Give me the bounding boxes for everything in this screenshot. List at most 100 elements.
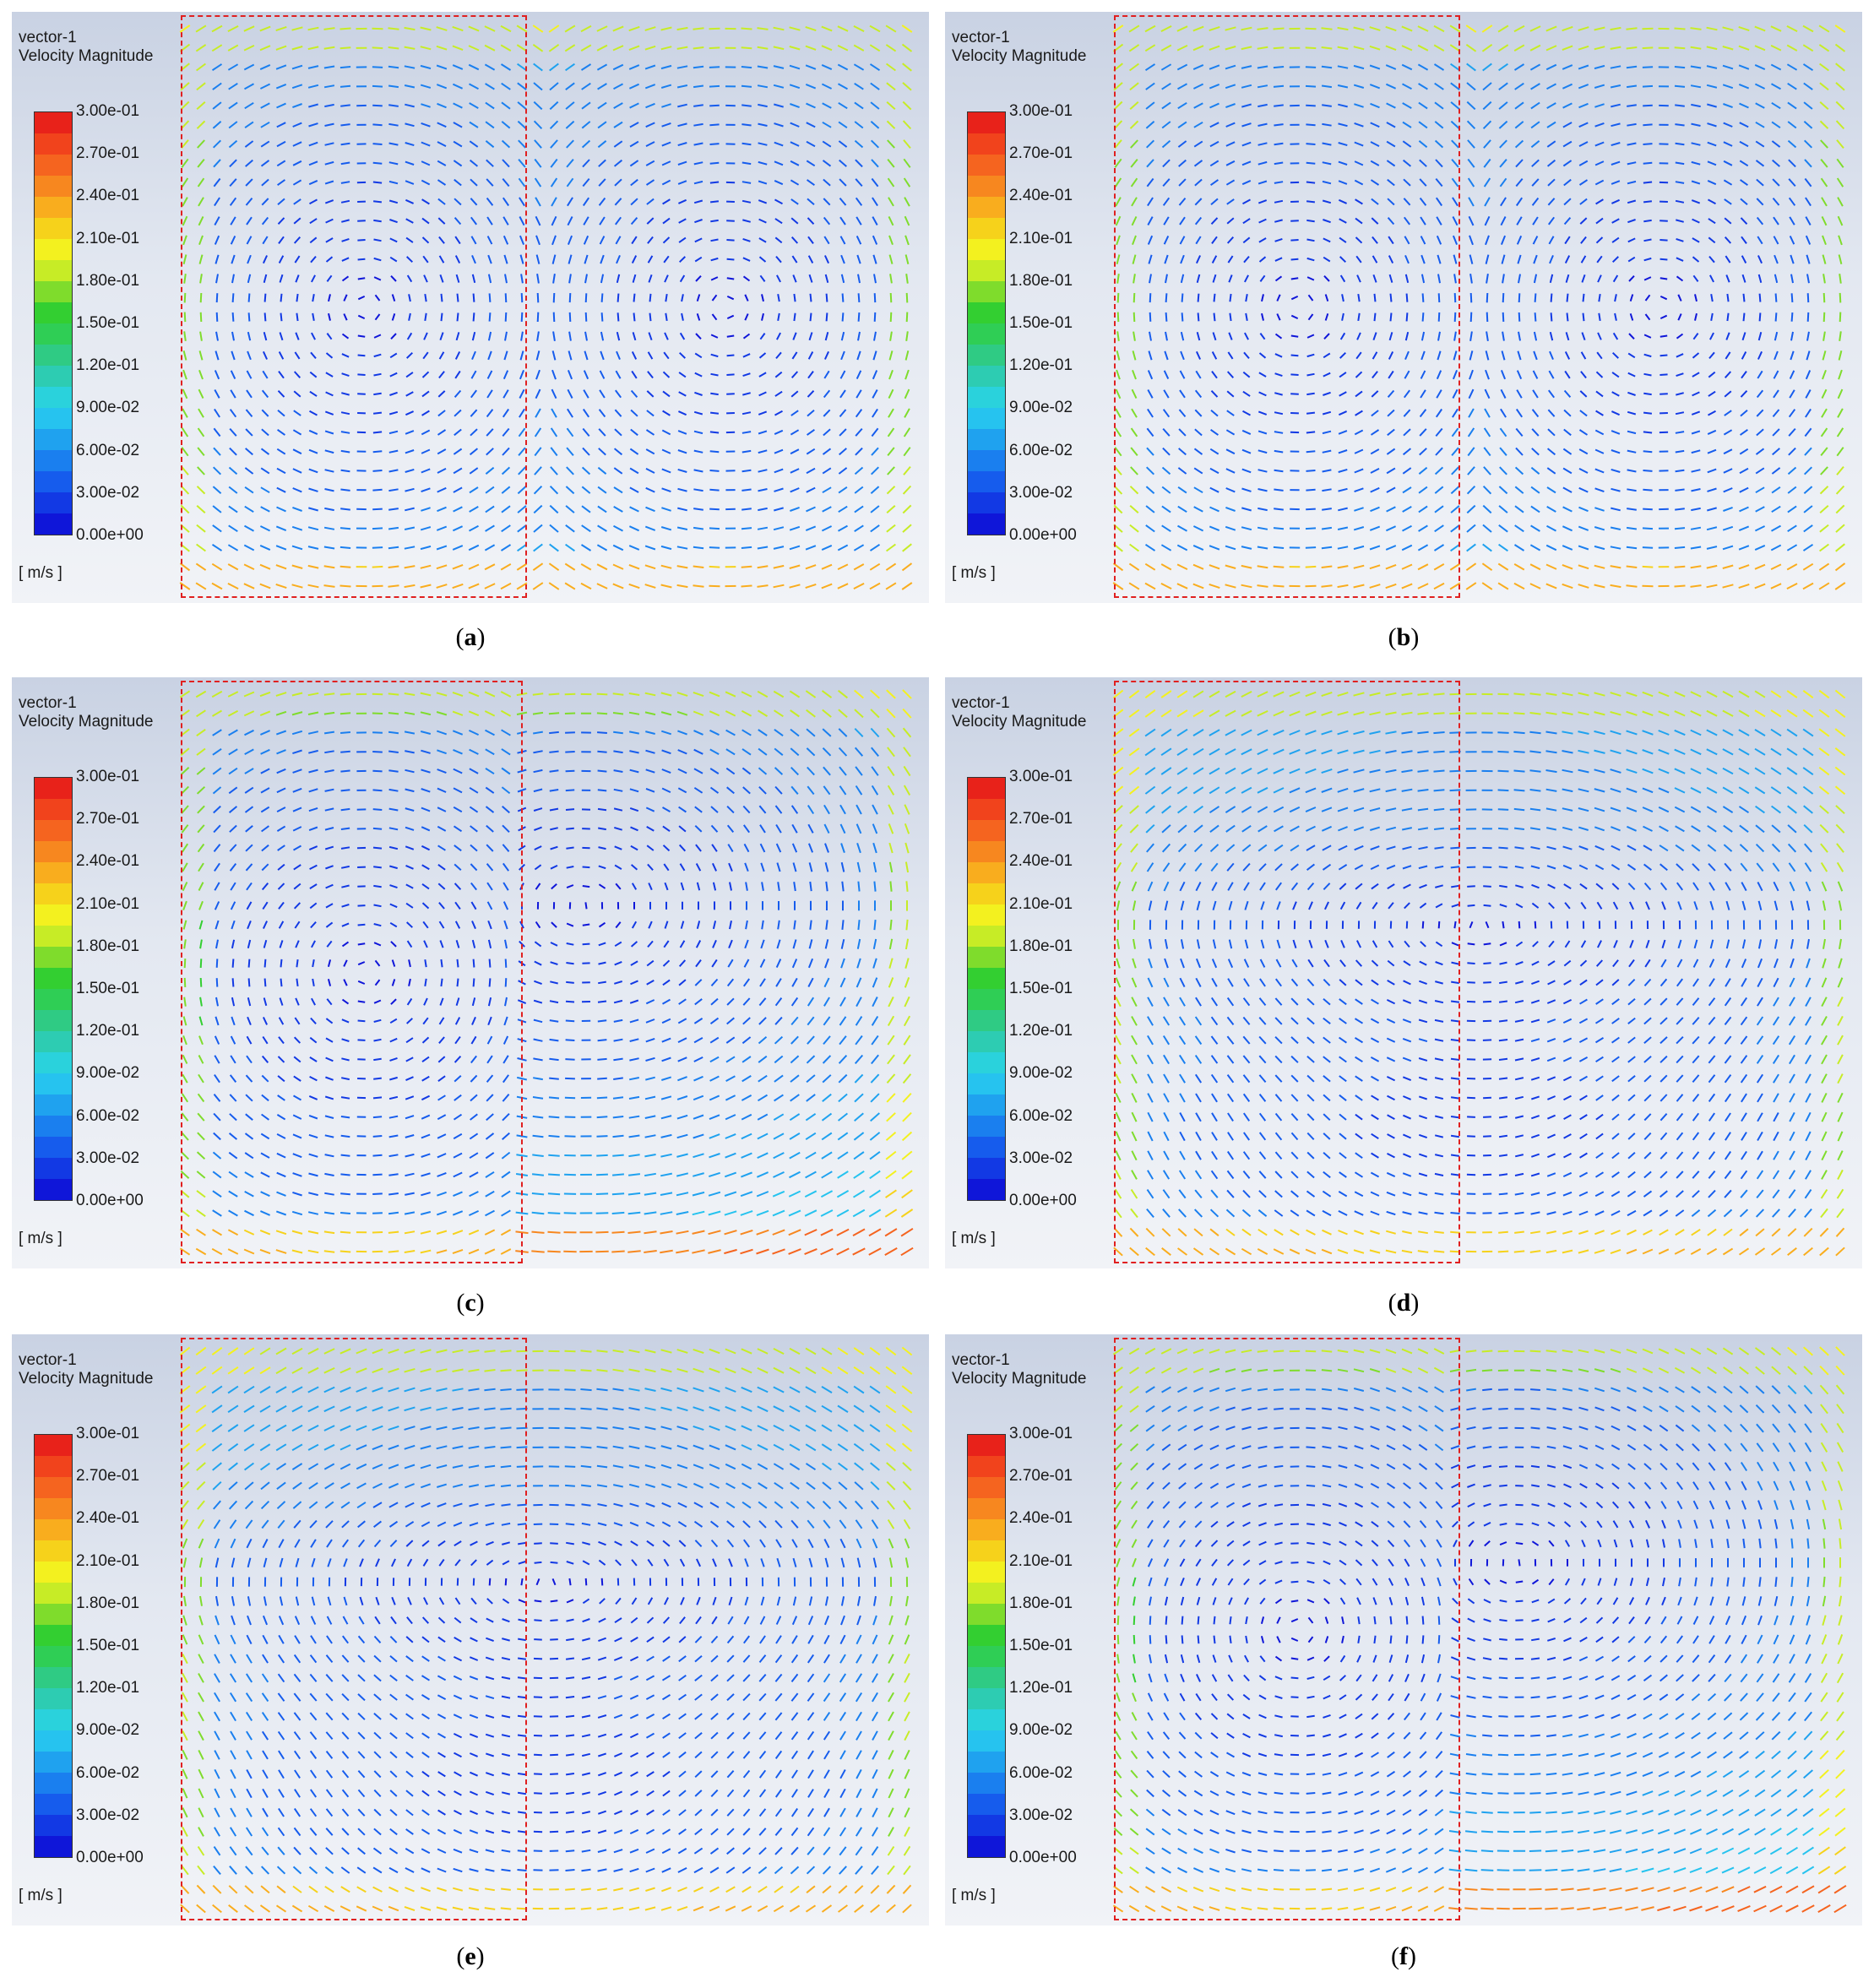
velocity-vector bbox=[1691, 180, 1701, 185]
velocity-vector bbox=[534, 960, 542, 966]
velocity-vector bbox=[405, 1056, 414, 1062]
velocity-vector bbox=[341, 219, 350, 223]
velocity-vector bbox=[245, 863, 253, 872]
velocity-vector bbox=[1626, 825, 1638, 832]
velocity-vector bbox=[1128, 582, 1140, 590]
velocity-vector bbox=[405, 750, 415, 754]
velocity-vector bbox=[198, 350, 204, 361]
velocity-vector bbox=[1610, 65, 1621, 69]
velocity-vector bbox=[1322, 863, 1332, 871]
velocity-vector bbox=[1181, 312, 1184, 322]
velocity-vector bbox=[629, 122, 639, 128]
velocity-vector bbox=[568, 312, 572, 322]
velocity-vector bbox=[339, 66, 351, 69]
velocity-vector bbox=[1612, 351, 1619, 359]
velocity-vector bbox=[1211, 236, 1218, 244]
tick-label: 9.00e-02 bbox=[1009, 399, 1073, 417]
velocity-vector bbox=[663, 255, 670, 263]
velocity-vector bbox=[536, 331, 540, 341]
velocity-vector bbox=[808, 332, 813, 341]
velocity-vector bbox=[1502, 921, 1505, 929]
velocity-vector bbox=[215, 939, 219, 949]
velocity-vector bbox=[1754, 583, 1766, 589]
velocity-vector bbox=[453, 1171, 463, 1178]
velocity-vector bbox=[500, 709, 512, 717]
velocity-vector bbox=[1838, 235, 1843, 246]
velocity-vector bbox=[1211, 351, 1218, 360]
velocity-vector bbox=[1387, 409, 1395, 417]
velocity-vector bbox=[504, 959, 508, 968]
velocity-vector bbox=[631, 255, 638, 264]
velocity-vector bbox=[790, 448, 800, 455]
velocity-vector bbox=[614, 389, 622, 399]
velocity-vector bbox=[261, 198, 269, 206]
velocity-vector bbox=[677, 122, 687, 128]
velocity-vector bbox=[244, 768, 254, 774]
velocity-vector bbox=[889, 274, 893, 284]
velocity-vector bbox=[693, 1114, 704, 1120]
velocity-vector bbox=[535, 408, 541, 418]
velocity-vector bbox=[293, 217, 301, 225]
velocity-vector bbox=[486, 882, 493, 891]
velocity-vector bbox=[1692, 863, 1700, 872]
velocity-vector bbox=[1545, 25, 1557, 32]
velocity-vector bbox=[324, 410, 334, 416]
velocity-vector bbox=[243, 710, 255, 717]
velocity-vector bbox=[1803, 101, 1813, 110]
velocity-vector bbox=[1274, 353, 1283, 358]
velocity-vector bbox=[340, 199, 350, 204]
velocity-vector bbox=[244, 1133, 254, 1140]
velocity-vector bbox=[1594, 545, 1605, 551]
velocity-vector bbox=[1545, 750, 1557, 754]
velocity-vector bbox=[405, 1037, 414, 1044]
velocity-vector bbox=[231, 312, 235, 322]
velocity-vector bbox=[388, 430, 399, 435]
velocity-vector bbox=[181, 427, 189, 437]
velocity-vector bbox=[1369, 731, 1381, 735]
velocity-vector bbox=[1275, 959, 1282, 968]
velocity-vector bbox=[1706, 806, 1718, 813]
velocity-vector bbox=[789, 690, 801, 698]
velocity-vector bbox=[340, 449, 350, 454]
velocity-vector bbox=[1547, 389, 1556, 399]
velocity-vector bbox=[1419, 980, 1427, 986]
velocity-vector bbox=[1674, 66, 1686, 69]
velocity-vector bbox=[1145, 466, 1155, 475]
velocity-vector bbox=[1738, 583, 1750, 589]
velocity-vector bbox=[758, 1055, 768, 1063]
velocity-vector bbox=[1176, 728, 1188, 737]
velocity-vector bbox=[1773, 370, 1779, 379]
velocity-vector bbox=[695, 863, 702, 872]
color-bar-band bbox=[35, 281, 72, 302]
velocity-vector bbox=[293, 390, 301, 398]
velocity-vector bbox=[1417, 25, 1429, 32]
velocity-vector bbox=[566, 884, 574, 889]
velocity-vector bbox=[693, 584, 704, 588]
velocity-vector bbox=[293, 236, 301, 244]
velocity-vector bbox=[1674, 729, 1686, 736]
velocity-vector bbox=[742, 219, 751, 223]
velocity-vector bbox=[1436, 235, 1442, 245]
velocity-vector bbox=[1724, 410, 1732, 416]
velocity-vector bbox=[533, 807, 543, 812]
velocity-vector bbox=[1788, 159, 1796, 168]
velocity-vector bbox=[1437, 350, 1442, 361]
velocity-vector bbox=[518, 427, 526, 437]
velocity-vector bbox=[215, 920, 220, 930]
velocity-vector bbox=[807, 805, 815, 815]
velocity-vector bbox=[1306, 411, 1316, 415]
velocity-vector bbox=[1339, 901, 1346, 910]
velocity-vector bbox=[1610, 565, 1621, 569]
velocity-vector bbox=[1676, 219, 1684, 223]
velocity-vector bbox=[1128, 785, 1140, 795]
velocity-vector bbox=[437, 769, 447, 774]
velocity-vector bbox=[725, 1075, 736, 1082]
velocity-vector bbox=[455, 940, 460, 948]
velocity-vector bbox=[502, 235, 509, 245]
velocity-vector bbox=[1195, 255, 1202, 264]
velocity-vector bbox=[503, 254, 508, 264]
velocity-vector bbox=[1192, 767, 1204, 775]
velocity-vector bbox=[213, 427, 221, 437]
velocity-vector bbox=[518, 177, 526, 187]
velocity-vector bbox=[1597, 332, 1602, 340]
